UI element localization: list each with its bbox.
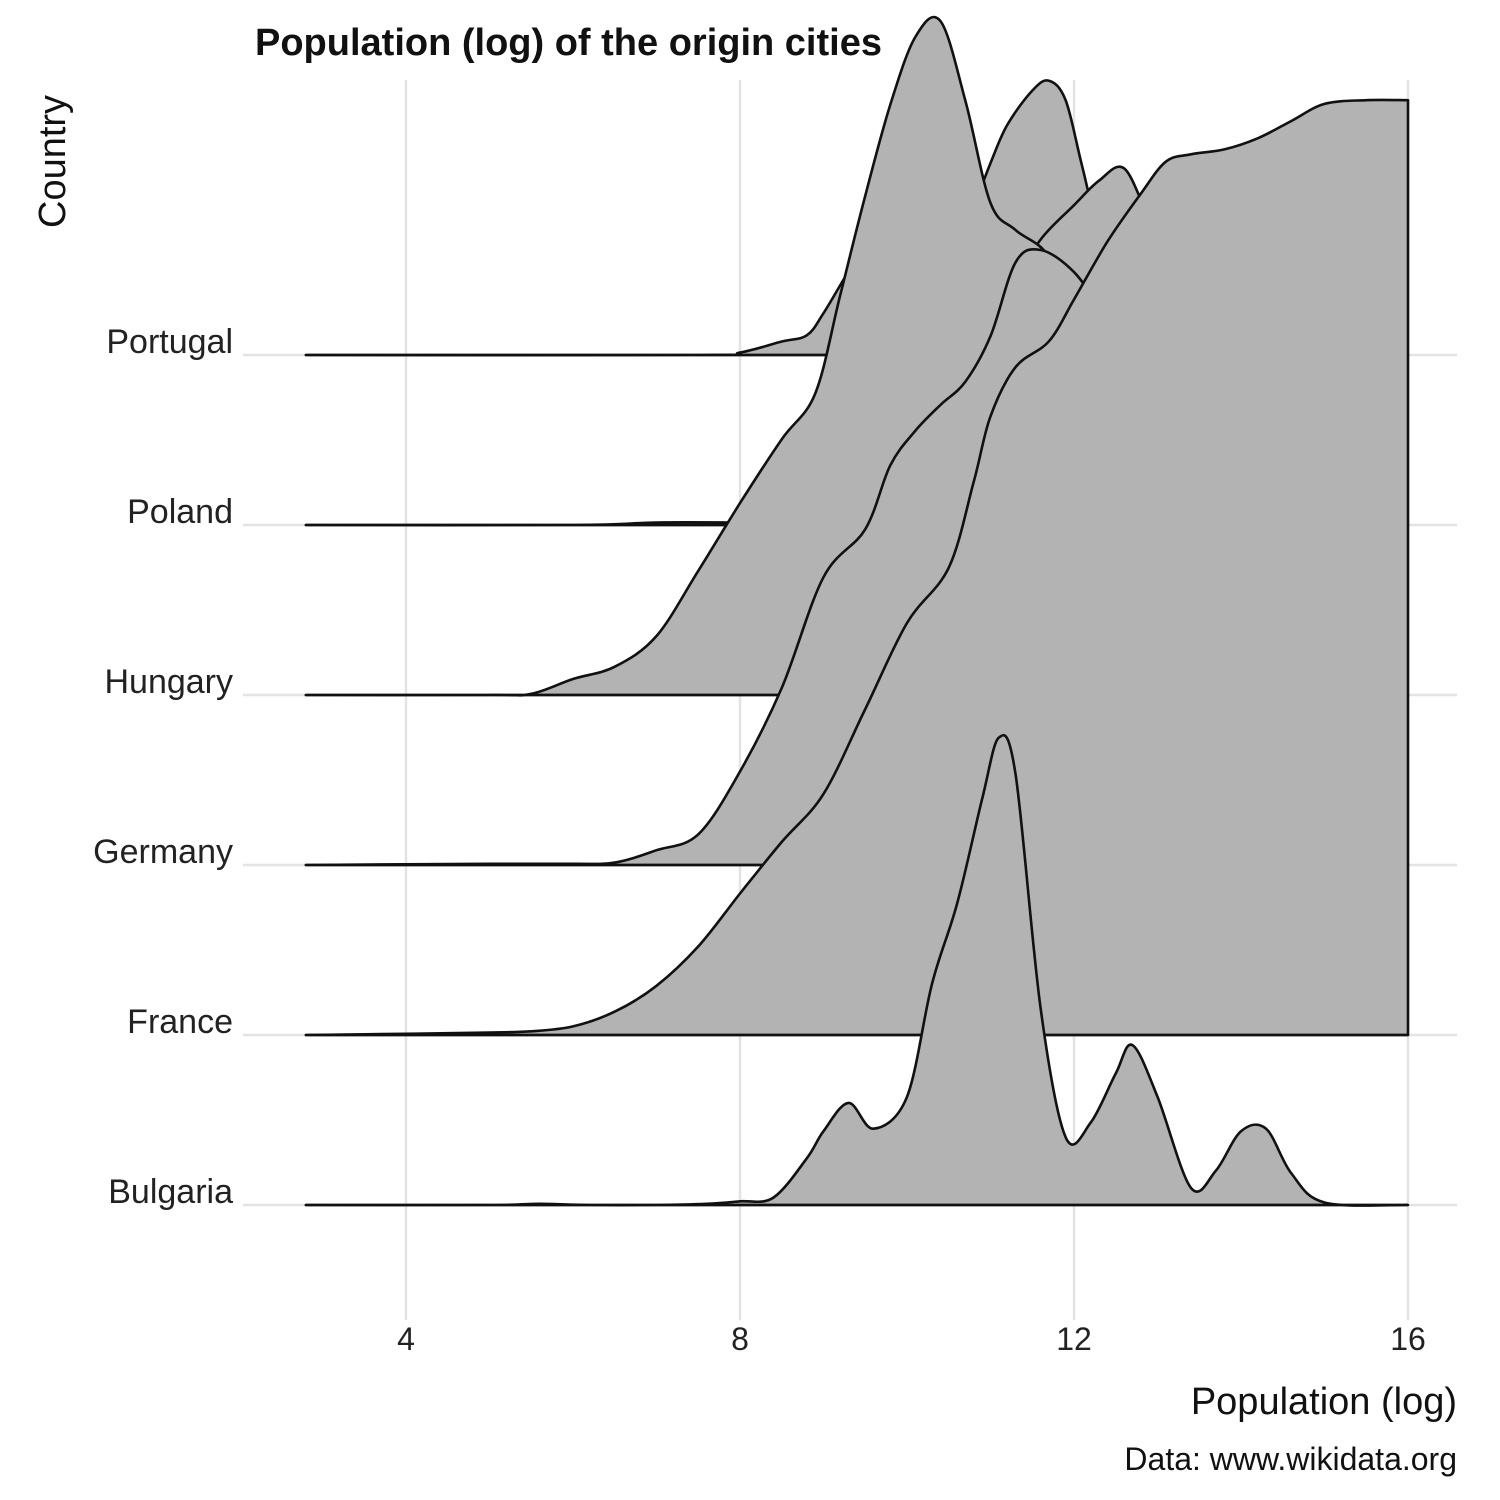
- ridge-france: [304, 98, 1410, 1037]
- chart-caption: Data: www.wikidata.org: [1124, 1441, 1457, 1477]
- x-tick-label-8: 8: [731, 1321, 749, 1357]
- category-label-bulgaria: Bulgaria: [108, 1173, 233, 1211]
- category-label-hungary: Hungary: [104, 663, 233, 701]
- ridges: [304, 15, 1410, 1207]
- x-tick-label-12: 12: [1056, 1321, 1092, 1357]
- category-label-france: France: [127, 1003, 233, 1041]
- x-axis-title: Population (log): [1191, 1381, 1457, 1423]
- x-tick-label-4: 4: [397, 1321, 415, 1357]
- category-label-portugal: Portugal: [106, 323, 233, 361]
- category-labels: Portugal Poland Hungary Germany France Bulgar…: [93, 323, 233, 1211]
- category-label-poland: Poland: [127, 493, 233, 531]
- chart-title: Population (log) of the origin cities: [255, 22, 882, 64]
- x-tick-label-16: 16: [1390, 1321, 1426, 1357]
- category-label-germany: Germany: [93, 833, 233, 871]
- x-axis-ticks: 4 8 12 16: [397, 1321, 1426, 1357]
- y-axis-title: Country: [32, 95, 74, 228]
